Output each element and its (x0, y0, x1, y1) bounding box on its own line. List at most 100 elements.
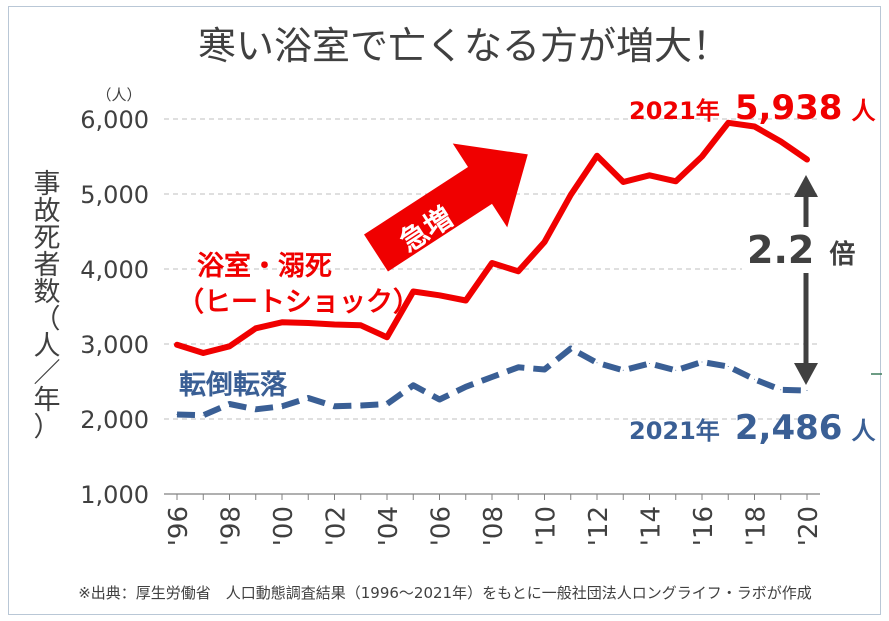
data-point (596, 155, 598, 157)
data-point (386, 403, 388, 405)
ratio-suffix: 倍 (829, 239, 855, 270)
surge-arrow-shape (364, 143, 528, 272)
y-axis-label-char: 数 (34, 277, 61, 308)
data-point (780, 389, 782, 391)
ratio-label-background (742, 227, 862, 273)
data-point (202, 414, 204, 416)
data-point (754, 378, 755, 380)
x-tick-label: '00 (269, 506, 299, 546)
data-point (281, 321, 283, 323)
x-tick-label: '16 (689, 506, 719, 546)
y-tick-label: 2,000 (80, 406, 149, 434)
fall-end-prefix: 2021年 (629, 417, 720, 445)
y-unit-label: （人） (96, 86, 141, 104)
bath-end-prefix: 2021年 (629, 97, 720, 125)
y-axis-label-char: 事 (34, 169, 61, 200)
x-tick-label: '02 (322, 506, 352, 546)
series-lines (174, 119, 810, 419)
data-point (439, 294, 440, 296)
y-axis-label-char: （ (34, 304, 61, 335)
data-point (465, 300, 467, 301)
ratio-value: 2.2 (747, 228, 814, 272)
data-point (439, 399, 440, 400)
data-point (780, 141, 782, 142)
x-tick-label: '10 (532, 506, 562, 546)
bath-end-suffix: 人 (852, 97, 876, 125)
y-tick-label: 6,000 (80, 106, 149, 134)
data-point (570, 194, 572, 196)
data-point (491, 262, 493, 264)
fall-end-suffix: 人 (852, 417, 876, 445)
data-point (334, 324, 335, 325)
data-point (360, 405, 362, 406)
data-point (649, 174, 650, 176)
data-point (649, 363, 650, 364)
data-point (806, 159, 808, 160)
x-tick-label: '14 (637, 506, 667, 546)
bath-end-value-label: 2021年 5,938 人 (629, 88, 876, 128)
x-tick-label: '04 (374, 506, 404, 546)
x-tick-label: '18 (742, 506, 772, 546)
data-point (412, 384, 414, 386)
bath-series-sublabel: （ヒートショック） (177, 287, 420, 318)
data-point (675, 369, 677, 371)
data-point (622, 181, 624, 183)
data-point (176, 414, 178, 415)
source-note: ※出典：厚生労働省 人口動態調査結果（1996〜2021年）をもとに一般社団法人… (78, 584, 812, 602)
data-point (412, 291, 414, 292)
data-point (517, 366, 519, 368)
y-axis-label-char: ） (34, 412, 61, 443)
data-point (544, 241, 545, 243)
x-tick-label: '20 (794, 506, 824, 546)
chart-frame: 寒い浴室で亡くなる方が増大！ （人） 事故死者数（人／年） 1,000 2,000… (8, 6, 882, 615)
data-point (570, 348, 572, 349)
data-point (334, 405, 335, 407)
y-axis-label-char: 故 (34, 196, 61, 227)
data-point (544, 369, 545, 370)
y-tick-label: 5,000 (80, 181, 149, 209)
ratio-arrow-head-up (794, 175, 818, 197)
ratio-arrow-head-down (794, 363, 818, 385)
y-tick-label: 3,000 (80, 331, 149, 359)
y-tick-label: 1,000 (80, 481, 149, 509)
chart-title: 寒い浴室で亡くなる方が増大！ (198, 24, 730, 68)
y-axis-label-char: 死 (34, 223, 61, 254)
fall-end-value: 2,486 (735, 408, 843, 448)
bath-series-label: 浴室・溺死 (197, 250, 332, 282)
data-point (255, 327, 257, 329)
data-point (701, 361, 703, 363)
data-point (517, 270, 519, 272)
data-point (491, 376, 493, 378)
data-point (596, 362, 598, 364)
data-point (229, 403, 230, 405)
y-axis-label-char: 者 (34, 250, 61, 281)
data-point (202, 352, 204, 354)
ratio-double-arrow (794, 175, 818, 385)
data-point (176, 344, 178, 346)
fall-end-value-label: 2021年 2,486 人 (629, 408, 876, 448)
data-point (675, 180, 677, 182)
ratio-label: 2.2 倍 (747, 228, 855, 272)
bath-end-value: 5,938 (735, 88, 843, 128)
data-point (281, 405, 283, 407)
x-tick-label: '12 (584, 506, 614, 546)
x-tick-label: '06 (427, 506, 457, 546)
data-point (360, 324, 362, 326)
data-point (465, 386, 467, 388)
data-point (229, 345, 230, 347)
data-point (806, 390, 808, 391)
data-point (386, 336, 388, 338)
x-axis: '96 '98 '00 '02 '04 '06 '08 '10 '12 '14 '16 '18 '20 (164, 493, 824, 546)
x-tick-label: '98 (217, 506, 247, 546)
data-point (727, 366, 729, 367)
data-point (307, 322, 309, 324)
data-point (622, 369, 624, 371)
data-point (255, 408, 257, 410)
y-axis-label-char: 人 (34, 331, 61, 362)
data-point (701, 156, 703, 157)
x-tick-label: '96 (164, 506, 194, 546)
data-point (754, 126, 755, 127)
x-tick-label: '08 (479, 506, 509, 546)
data-point (727, 122, 729, 124)
